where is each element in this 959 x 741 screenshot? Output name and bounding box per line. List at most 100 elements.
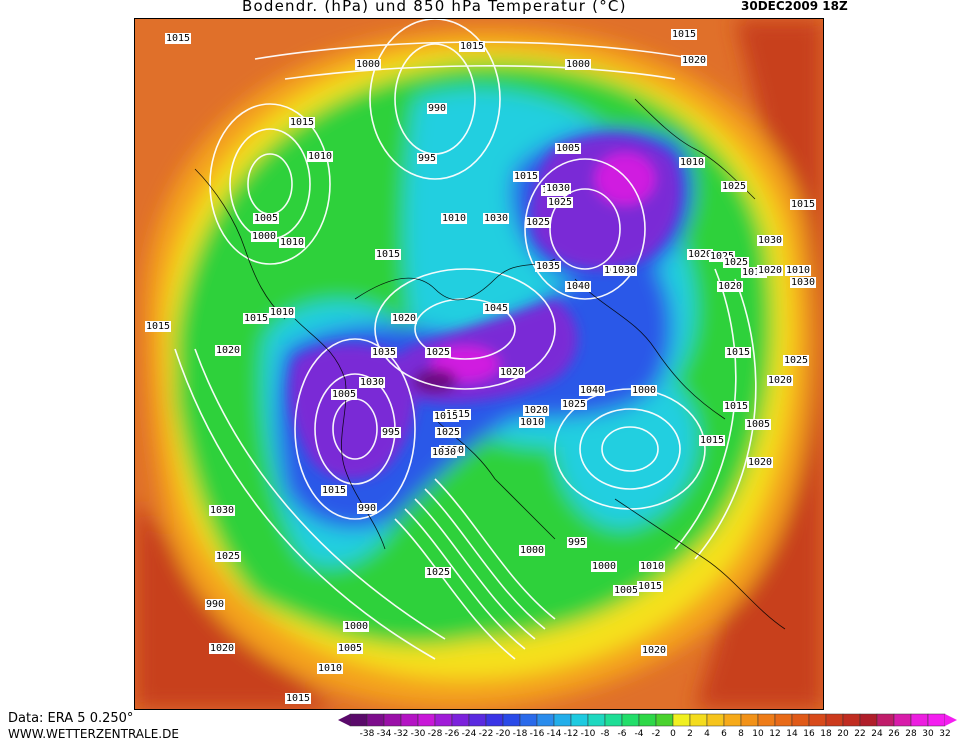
isobar-label: 1020 <box>641 645 668 656</box>
colorbar-tick-label: -20 <box>495 729 511 739</box>
colorbar-tick-label: -24 <box>461 729 477 739</box>
isobar-label: 1005 <box>331 389 358 400</box>
isobar-label: 1015 <box>289 117 316 128</box>
isobar-label: 1030 <box>545 183 572 194</box>
isobar-label: 1025 <box>561 399 588 410</box>
colorbar-tick-label: -30 <box>410 729 426 739</box>
isobar-label: 1015 <box>699 435 726 446</box>
colorbar-tick-label: -4 <box>634 729 644 739</box>
colorbar-cell <box>876 713 895 727</box>
colorbar-tick-label: -34 <box>376 729 392 739</box>
colorbar-tick-label: 26 <box>888 729 900 739</box>
isobar-label: 1015 <box>671 29 698 40</box>
valid-datetime: 30DEC2009 18Z <box>741 0 848 13</box>
isobar-label: 1020 <box>757 265 784 276</box>
isobar-label: 1010 <box>269 307 296 318</box>
isobar-label: 1035 <box>371 347 398 358</box>
colorbar-cell <box>570 713 589 727</box>
isobar-label: 1030 <box>790 277 817 288</box>
isobar-label: 1030 <box>483 213 510 224</box>
colorbar-cell <box>893 713 912 727</box>
colorbar-tick-label: 8 <box>738 729 744 739</box>
colorbar-tick-label: 6 <box>721 729 727 739</box>
isobar-label: 1005 <box>745 419 772 430</box>
temperature-colorbar <box>338 713 957 727</box>
colorbar-tick-labels: -38 -34 -32 -30 -28 -26 -24 -22 -20 -18 -16 -14 -12-… <box>338 729 958 741</box>
colorbar-cell <box>825 713 844 727</box>
isobar-label: 1020 <box>499 367 526 378</box>
isobar-label: 1020 <box>391 313 418 324</box>
isobar-label: 1030 <box>359 377 386 388</box>
colorbar-cell <box>587 713 606 727</box>
coastlines <box>194 98 786 630</box>
colorbar-tick-label: -8 <box>600 729 610 739</box>
warm-edge-southwest <box>135 499 335 709</box>
colorbar-cell <box>468 713 487 727</box>
colorbar-tick-label: -2 <box>651 729 661 739</box>
colorbar-tick-label: 2 <box>687 729 693 739</box>
isobar-label: 1005 <box>253 213 280 224</box>
isobar-label: 1005 <box>555 143 582 154</box>
isobar-label: 995 <box>381 427 402 438</box>
isobar-label: 1015 <box>321 485 348 496</box>
isobar-label: 1015 <box>285 693 312 704</box>
colorbar-tick-label: 0 <box>670 729 676 739</box>
colorbar-tick-label: 10 <box>752 729 764 739</box>
colorbar-cell <box>774 713 793 727</box>
isobar-label: 1030 <box>611 265 638 276</box>
isobar-label: 1040 <box>565 281 592 292</box>
isobar-label: 1010 <box>679 157 706 168</box>
isobar-label: 1020 <box>687 249 714 260</box>
isobar-label: 1020 <box>717 281 744 292</box>
colorbar-arrow-left <box>338 714 350 726</box>
colorbar-cell <box>842 713 861 727</box>
colorbar-cell <box>366 713 385 727</box>
isobar-label: 1015 <box>165 33 192 44</box>
isobar-label: 1000 <box>251 231 278 242</box>
colorbar-tick-label: 22 <box>854 729 866 739</box>
isobar-label: 1010 <box>785 265 812 276</box>
colorbar-tick-label: -14 <box>546 729 562 739</box>
colorbar-cell <box>553 713 572 727</box>
colorbar-cell <box>706 713 725 727</box>
magenta-core-north <box>595 153 655 205</box>
isobar-label: 1010 <box>519 417 546 428</box>
isobar-label: 1015 <box>513 171 540 182</box>
isobar-label: 1015 <box>375 249 402 260</box>
colorbar-tick-label: -26 <box>444 729 460 739</box>
isobar-label: 1030 <box>209 505 236 516</box>
colorbar-cell <box>519 713 538 727</box>
isobar-label: 1005 <box>337 643 364 654</box>
isobar-label: 1015 <box>243 313 270 324</box>
isobar-label: 1010 <box>279 237 306 248</box>
isobar-label: 1015 <box>723 401 750 412</box>
colorbar-tick-label: -38 <box>359 729 375 739</box>
isobar-label: 1025 <box>547 197 574 208</box>
isobar-label: 995 <box>417 153 438 164</box>
colorbar-tick-label: 24 <box>871 729 883 739</box>
colorbar-cell <box>400 713 419 727</box>
isobar-label: 1025 <box>709 251 736 262</box>
colorbar-cell <box>417 713 436 727</box>
isobar-label: 1045 <box>483 303 510 314</box>
isobar-label: 1015 <box>741 267 768 278</box>
colorbar-tick-label: -32 <box>393 729 409 739</box>
isobar-label: 1025 <box>721 181 748 192</box>
colorbar-tick-label: -10 <box>580 729 596 739</box>
map-title: Bodendr. (hPa) und 850 hPa Temperatur (°… <box>242 0 627 15</box>
colorbar-tick-label: 4 <box>704 729 710 739</box>
colorbar-tick-label: 32 <box>939 729 951 739</box>
colorbar-cell <box>927 713 946 727</box>
colorbar-cell <box>638 713 657 727</box>
website-credit: WWW.WETTERZENTRALE.DE <box>8 727 179 741</box>
colorbar-tick-label: -22 <box>478 729 494 739</box>
colorbar-tick-label: 28 <box>905 729 917 739</box>
colorbar-cell <box>536 713 555 727</box>
colorbar-cell <box>502 713 521 727</box>
isobar-label: 990 <box>427 103 448 114</box>
isobar-label: 1000 <box>565 59 592 70</box>
isobar-label: 1040 <box>579 385 606 396</box>
data-source: Data: ERA 5 0.250° <box>8 711 134 726</box>
isobar-label: 1010 <box>307 151 334 162</box>
colorbar-tick-label: 16 <box>803 729 815 739</box>
